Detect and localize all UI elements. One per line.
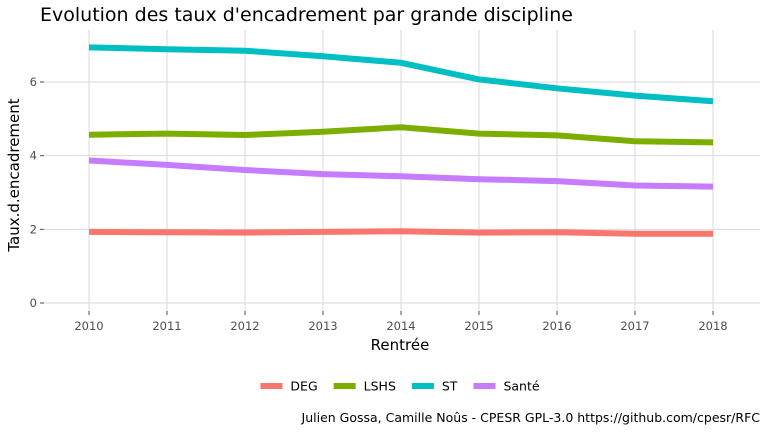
chart-caption: Julien Gossa, Camille Noûs - CPESR GPL-3… <box>301 410 761 425</box>
y-axis-ticks: 0 2 4 6 <box>30 75 44 310</box>
x-tick-label: 2015 <box>464 319 493 333</box>
y-tick-label: 4 <box>30 149 37 163</box>
x-tick-label: 2012 <box>230 319 259 333</box>
x-tick-label: 2010 <box>74 319 103 333</box>
x-tick-label: 2011 <box>152 319 181 333</box>
legend-item: ST <box>411 379 458 394</box>
legend-label: Santé <box>503 379 539 394</box>
series-line-lshs <box>88 124 714 146</box>
series-line-st <box>88 44 714 105</box>
series-line-deg <box>88 228 713 237</box>
legend-label: ST <box>442 379 458 394</box>
x-tick-label: 2018 <box>698 319 727 333</box>
legend-item: LSHS <box>333 379 396 394</box>
series-lines <box>88 44 714 237</box>
y-axis-title: Taux.d.encadrement <box>5 98 23 252</box>
x-tick-label: 2013 <box>308 319 337 333</box>
x-tick-label: 2017 <box>620 319 649 333</box>
y-tick-label: 6 <box>30 75 37 89</box>
legend-label: LSHS <box>364 379 396 394</box>
series-line-sant- <box>88 157 714 190</box>
legend-item: Santé <box>473 379 540 394</box>
x-axis-ticks: 2010 2011 2012 2013 2014 2015 2016 2017 2018 <box>74 311 728 333</box>
y-tick-label: 2 <box>30 222 37 236</box>
x-tick-label: 2014 <box>386 319 415 333</box>
x-axis-title: Rentrée <box>371 336 430 354</box>
legend-label: DEG <box>290 379 317 394</box>
x-tick-label: 2016 <box>542 319 571 333</box>
chart-title: Evolution des taux d'encadrement par gra… <box>40 4 573 26</box>
legend: DEG LSHS ST Santé <box>260 379 540 394</box>
legend-item: DEG <box>260 379 318 394</box>
grid-lines <box>44 30 760 311</box>
y-tick-label: 0 <box>30 296 37 310</box>
